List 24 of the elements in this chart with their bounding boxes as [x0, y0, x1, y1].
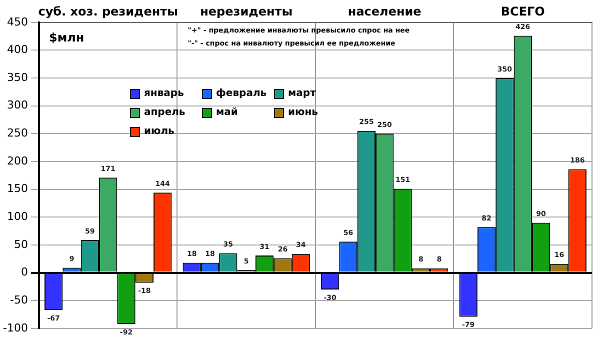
y-tick-label: 300: [6, 98, 28, 112]
y-tick-label: 50: [14, 238, 28, 251]
legend-label: март: [288, 88, 316, 99]
y-tick-label: -100: [2, 321, 28, 334]
y-tick-label: 150: [6, 182, 28, 196]
y-tick-label: 400: [6, 43, 28, 56]
y-tick-label: 350: [6, 70, 28, 84]
y-tick-label: 200: [6, 154, 28, 168]
x-tick-label: суб. хоз. резиденты: [38, 4, 178, 18]
x-tick-label: ВСЕГО: [500, 4, 545, 18]
legend-label: июнь: [288, 107, 318, 118]
legend-label: февраль: [216, 88, 267, 99]
y-tick-label: 0: [20, 266, 28, 279]
y-tick-label: -50: [10, 293, 28, 306]
legend-label: июль: [144, 126, 174, 137]
x-tick-label: население: [348, 4, 422, 18]
legend-label: январь: [144, 88, 184, 99]
legend-label: апрель: [144, 107, 186, 118]
y-tick-label: 450: [6, 15, 28, 28]
x-tick-label: нерезиденты: [200, 4, 293, 18]
y-axis-title: $млн: [48, 30, 84, 45]
y-tick-label: 100: [6, 210, 28, 223]
legend-label: май: [216, 107, 238, 118]
y-tick-label: 250: [6, 126, 28, 140]
